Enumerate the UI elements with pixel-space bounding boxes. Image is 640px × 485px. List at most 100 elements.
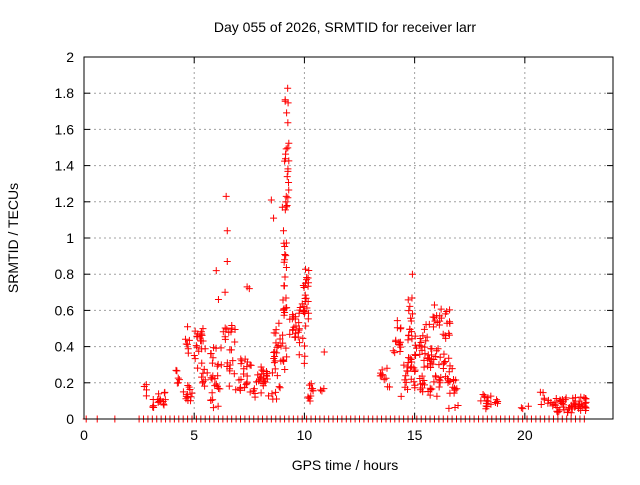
data-point (280, 282, 288, 290)
data-point (420, 363, 428, 371)
data-point (439, 364, 447, 372)
data-point (223, 258, 231, 266)
data-point (443, 308, 451, 316)
data-point (142, 392, 150, 400)
data-point (301, 291, 309, 299)
data-point (436, 353, 444, 361)
data-point (160, 401, 168, 409)
y-tick-label: 0 (66, 411, 74, 427)
data-point (552, 394, 560, 402)
data-point (270, 348, 278, 356)
data-point (305, 266, 313, 274)
data-point (402, 372, 410, 380)
x-tick-label: 0 (80, 427, 88, 443)
data-point (405, 354, 413, 362)
data-point (242, 381, 250, 389)
data-point (539, 389, 547, 397)
data-point (302, 265, 310, 273)
data-point (161, 396, 169, 404)
data-point (567, 409, 575, 417)
data-point (556, 406, 564, 414)
data-point (389, 347, 397, 355)
data-point (435, 361, 443, 369)
data-point (446, 306, 454, 314)
data-point (296, 304, 304, 312)
data-point (413, 344, 421, 352)
data-point (284, 84, 292, 92)
data-point (408, 294, 416, 302)
data-point (282, 294, 290, 302)
data-point (406, 302, 414, 310)
data-point (199, 378, 207, 386)
data-point (278, 203, 286, 211)
data-point (580, 402, 588, 410)
data-point (428, 385, 436, 393)
data-point (296, 339, 304, 347)
data-point (281, 256, 289, 264)
data-point (411, 332, 419, 340)
data-point (421, 350, 429, 358)
data-point (445, 404, 453, 412)
data-point (437, 305, 445, 313)
y-tick-label: 0.8 (55, 266, 75, 282)
data-point (285, 179, 293, 187)
data-point (273, 395, 281, 403)
data-point (259, 382, 267, 390)
data-point (451, 404, 459, 412)
data-point (198, 331, 206, 339)
data-point (258, 366, 266, 374)
data-point (270, 359, 278, 367)
data-point (408, 328, 416, 336)
data-point (435, 375, 443, 383)
data-point (279, 227, 287, 235)
data-point (396, 325, 404, 333)
data-point (275, 319, 283, 327)
data-point (155, 390, 163, 398)
data-point (383, 364, 391, 372)
data-point (208, 389, 216, 397)
data-point (222, 192, 230, 200)
data-point (439, 330, 447, 338)
data-point (448, 365, 456, 373)
data-point (555, 408, 563, 416)
data-point (149, 403, 157, 411)
data-point (301, 342, 309, 350)
data-point (150, 404, 158, 412)
data-point (453, 385, 461, 393)
y-tick-label: 0.2 (55, 375, 75, 391)
data-point (301, 352, 309, 360)
data-point (243, 380, 251, 388)
data-point (444, 379, 452, 387)
data-point (211, 382, 219, 390)
data-point (433, 347, 441, 355)
data-point (271, 348, 279, 356)
data-point (207, 397, 215, 405)
data-point (403, 367, 411, 375)
data-point (446, 389, 454, 397)
data-point (316, 386, 324, 394)
data-point (263, 369, 271, 377)
data-points (82, 84, 590, 423)
data-point (295, 325, 303, 333)
data-point (216, 385, 224, 393)
y-tick-label: 1 (66, 230, 74, 246)
data-point (217, 344, 225, 352)
data-point (283, 173, 291, 181)
data-point (306, 397, 314, 405)
data-point (271, 365, 279, 373)
data-point (179, 388, 187, 396)
data-point (250, 385, 258, 393)
data-point (428, 345, 436, 353)
data-point (302, 322, 310, 330)
data-point (243, 372, 251, 380)
data-point (396, 347, 404, 355)
data-point (268, 369, 276, 377)
data-point (184, 323, 192, 331)
y-axis-label: SRMTID / TECUs (5, 183, 21, 293)
data-point (184, 345, 192, 353)
data-point (268, 390, 276, 398)
data-point (213, 362, 221, 370)
data-point (209, 396, 217, 404)
data-point (282, 145, 290, 153)
data-point (483, 397, 491, 405)
